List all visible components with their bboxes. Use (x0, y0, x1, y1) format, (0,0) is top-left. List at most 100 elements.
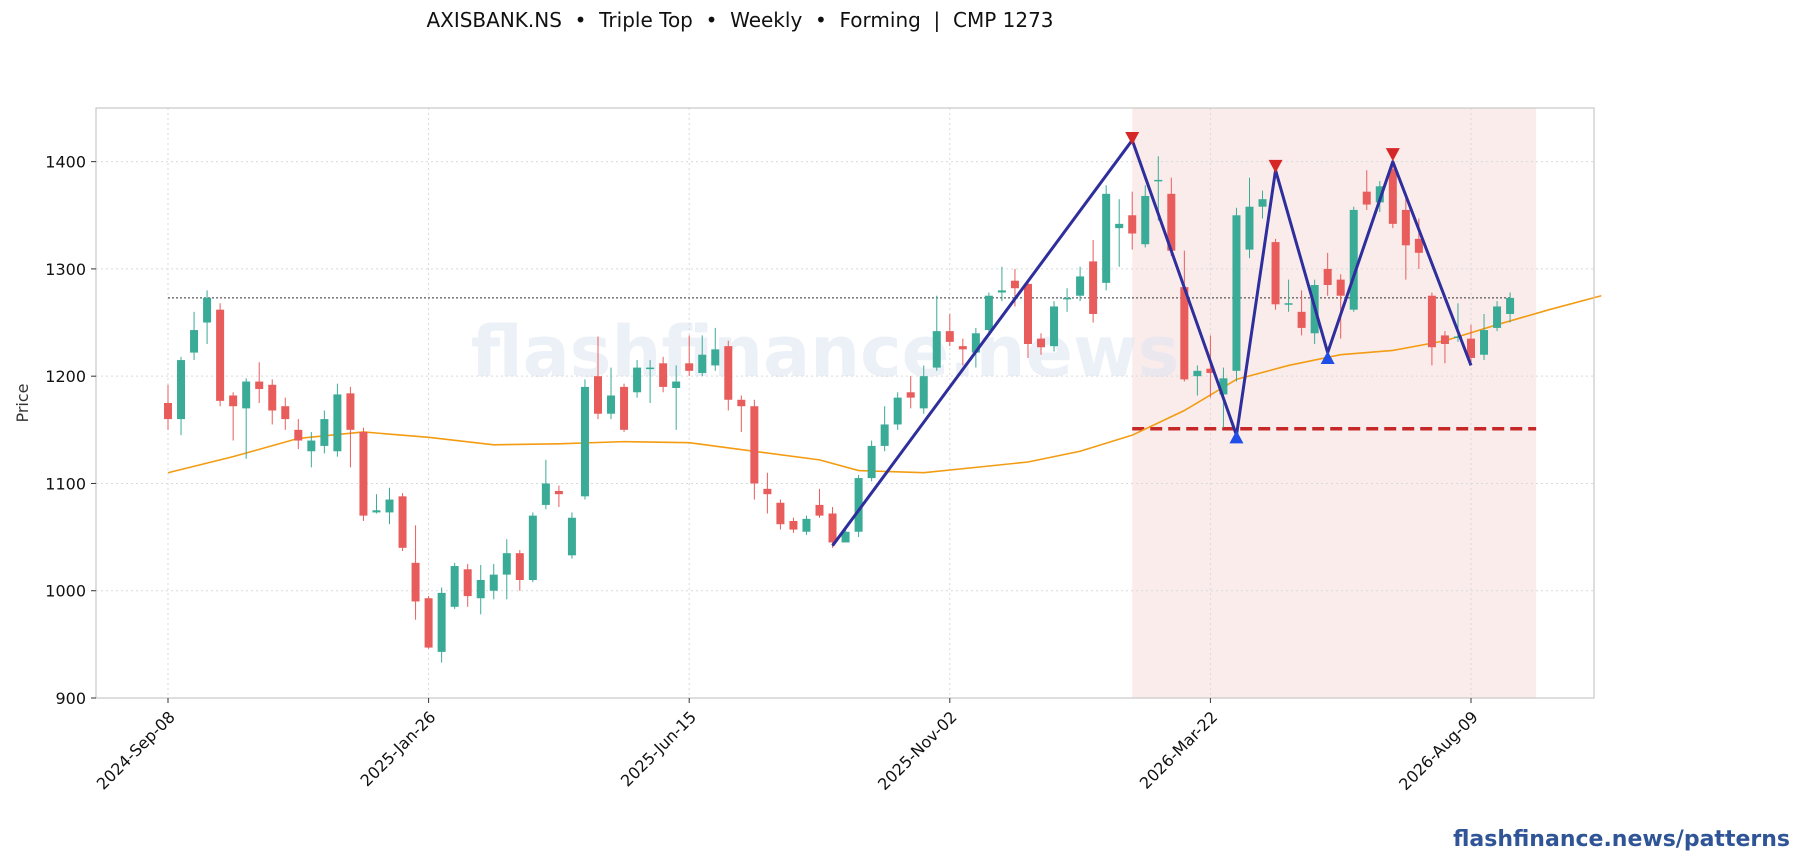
candle-body (698, 354, 707, 373)
candle-body (242, 381, 251, 409)
candle-body (1323, 268, 1332, 285)
candle-body (281, 406, 290, 420)
candle-body (1440, 335, 1449, 344)
candle-body (1232, 215, 1241, 371)
candle-body (177, 360, 186, 420)
candle-body (1362, 191, 1371, 205)
candle-body (1506, 297, 1515, 314)
candle-body (528, 515, 537, 580)
y-tick-label: 900 (55, 689, 86, 708)
x-tick-label: 2026-Mar-22 (1136, 707, 1221, 792)
candle-body (593, 376, 602, 414)
candle-body (789, 521, 798, 530)
candle-body (1297, 311, 1306, 328)
candle-body (1089, 261, 1098, 314)
candle-body (1037, 338, 1046, 348)
candle-body (763, 488, 772, 495)
candle-body (515, 553, 524, 580)
candle-body (1102, 193, 1111, 283)
candle-body (398, 496, 407, 548)
candle-body (294, 429, 303, 441)
candle-body (424, 598, 433, 648)
candle-body (945, 331, 954, 342)
candle-body (1050, 306, 1059, 347)
candle-body (463, 569, 472, 597)
x-tick-label: 2025-Jan-26 (357, 707, 440, 790)
pattern-region-shade (1132, 108, 1537, 698)
candle-body (737, 399, 746, 407)
candle-body (906, 392, 915, 398)
candle-body (841, 531, 850, 543)
candle-body (385, 499, 394, 513)
y-tick-label: 1200 (45, 367, 86, 386)
candle-body (997, 290, 1006, 293)
x-tick-label: 2025-Nov-02 (874, 707, 961, 794)
footer-brand-link[interactable]: flashfinance.news/patterns (1453, 827, 1790, 852)
candle-body (1258, 199, 1267, 207)
candle-body (1336, 279, 1345, 296)
candle-body (1284, 303, 1293, 305)
candle-body (567, 517, 576, 556)
candle-body (672, 381, 681, 388)
candle-body (776, 502, 785, 525)
candle-body (685, 363, 694, 371)
candle-body (867, 445, 876, 479)
candle-body (932, 331, 941, 368)
candle-body (854, 478, 863, 532)
candle-body (971, 333, 980, 353)
candle-body (828, 513, 837, 543)
y-tick-label: 1100 (45, 474, 86, 493)
candle-body (880, 424, 889, 446)
candle-body (750, 406, 759, 484)
candle-body (502, 553, 511, 575)
candle-body (1063, 297, 1072, 300)
watermark-text: flashfinance.news (471, 311, 1180, 393)
candle-body (489, 574, 498, 591)
candle-body (724, 346, 733, 400)
candle-body (216, 309, 225, 401)
candle-body (919, 376, 928, 409)
candle-body (333, 394, 342, 452)
candle-body (372, 510, 381, 513)
candle-body (1076, 276, 1085, 296)
candle-body (268, 384, 277, 411)
y-tick-label: 1000 (45, 582, 86, 601)
candle-body (607, 395, 616, 414)
candle-body (1010, 280, 1019, 289)
candle-body (1401, 209, 1410, 246)
candle-body (1219, 378, 1228, 395)
x-tick-label: 2024-Sep-08 (93, 707, 179, 793)
candle-body (320, 419, 329, 446)
candle-body (450, 566, 459, 607)
candle-body (1375, 186, 1384, 203)
candle-body (633, 367, 642, 393)
candle-body (255, 381, 264, 390)
candle-body (1141, 195, 1150, 245)
y-axis-label: Price (13, 383, 32, 422)
candle-body (958, 346, 967, 350)
candle-body (1453, 336, 1462, 338)
candle-body (1180, 287, 1189, 380)
candle-body (1193, 370, 1202, 377)
candle-body (815, 504, 824, 516)
peak-marker (1385, 148, 1400, 162)
candle-body (1467, 338, 1475, 358)
candle-body (646, 367, 655, 370)
candle-body (476, 580, 485, 599)
candle-body (554, 490, 563, 495)
y-tick-label: 1400 (45, 153, 86, 172)
candle-body (1480, 330, 1489, 355)
candle-body (802, 518, 811, 532)
candle-body (437, 592, 446, 652)
candle-body (190, 330, 199, 353)
candle-body (359, 431, 368, 516)
candle-body (203, 297, 212, 323)
peak-marker (1268, 159, 1283, 173)
moving-average-line (167, 294, 1602, 474)
candle-body (1493, 306, 1502, 328)
y-tick-label: 1300 (45, 260, 86, 279)
candle-body (580, 386, 589, 497)
candle-body (411, 562, 420, 602)
candle-body (1154, 179, 1163, 182)
